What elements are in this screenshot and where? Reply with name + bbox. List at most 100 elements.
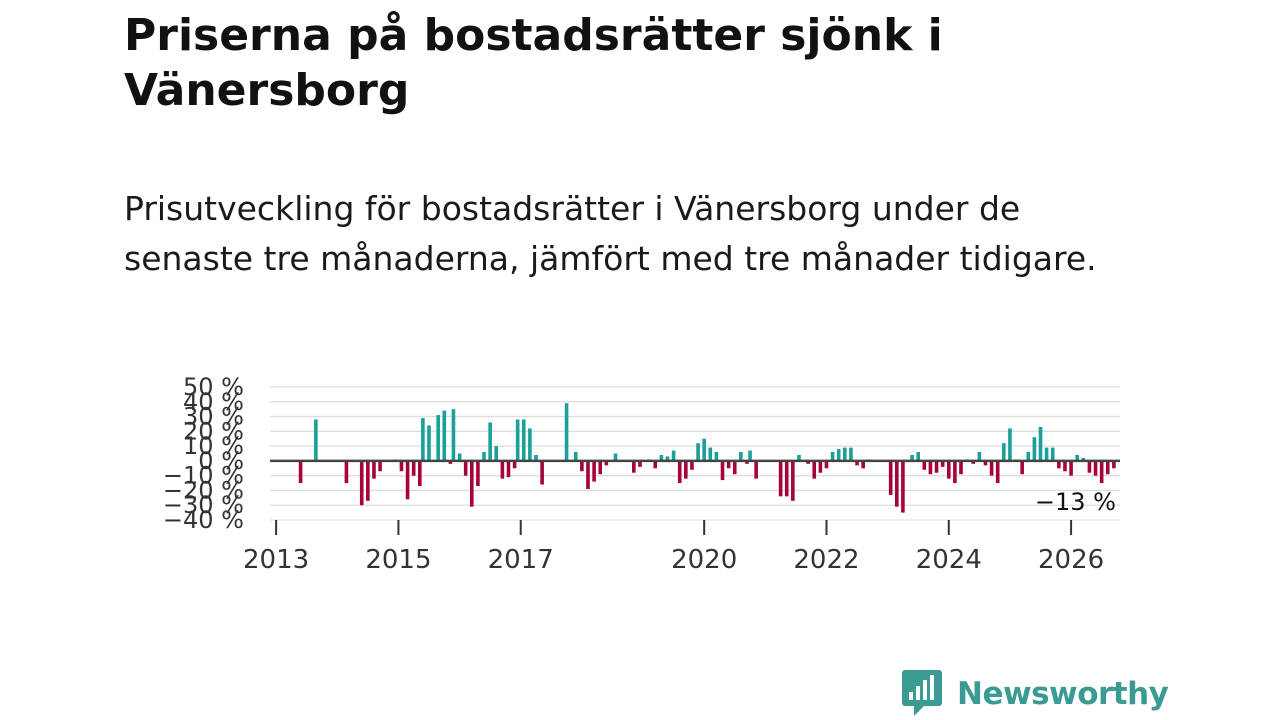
bar	[405, 460, 410, 500]
x-tick-label: 2020	[671, 545, 737, 575]
bar	[946, 460, 951, 479]
bar	[1026, 452, 1031, 461]
newsworthy-logo: Newsworthy	[902, 670, 1169, 718]
bar	[684, 460, 688, 479]
bar	[1087, 460, 1092, 473]
bar	[344, 460, 349, 484]
bar	[953, 460, 957, 484]
bar	[604, 460, 609, 466]
bar	[436, 415, 440, 461]
bar	[659, 454, 664, 461]
bar	[580, 460, 584, 472]
bar	[940, 460, 945, 467]
bar	[824, 460, 829, 469]
bar	[1032, 437, 1037, 461]
bar	[1069, 460, 1073, 476]
y-tick-label: 40 %	[183, 388, 244, 416]
bar	[298, 460, 303, 484]
bar	[482, 452, 486, 461]
bar	[448, 460, 453, 464]
bar	[894, 460, 899, 507]
bar	[922, 460, 927, 470]
bar	[378, 460, 382, 472]
bar	[469, 460, 474, 507]
bar	[696, 443, 700, 461]
bar	[1008, 428, 1012, 461]
bar	[702, 438, 706, 461]
bar	[463, 460, 468, 476]
y-tick-label: −30 %	[163, 491, 244, 519]
bar	[314, 419, 318, 461]
bar	[632, 460, 636, 473]
bar	[1057, 460, 1061, 469]
y-tick-label: 30 %	[183, 403, 244, 431]
bar	[901, 460, 905, 513]
bar	[843, 447, 847, 461]
bar	[500, 460, 505, 479]
bar	[708, 447, 713, 461]
bar	[916, 452, 921, 461]
bar	[494, 446, 499, 461]
bar	[598, 460, 603, 475]
bar	[418, 460, 422, 487]
bar	[836, 449, 841, 461]
bar	[797, 454, 801, 461]
bar	[421, 418, 425, 461]
bar	[983, 460, 988, 466]
bar	[1020, 460, 1024, 475]
bar	[971, 460, 976, 464]
x-tick-label: 2022	[793, 545, 859, 575]
bar	[1081, 457, 1086, 461]
bar	[806, 460, 810, 464]
latest-value-annotation: −13 %	[1035, 488, 1116, 516]
bar	[1105, 460, 1110, 475]
bar	[910, 454, 914, 461]
bar	[714, 452, 719, 461]
bar	[1050, 447, 1055, 461]
bar	[653, 460, 658, 469]
bar	[849, 447, 853, 461]
bar	[671, 450, 676, 461]
bar	[476, 460, 480, 487]
bar	[739, 452, 743, 461]
bar	[521, 419, 526, 461]
x-tick-label: 2013	[243, 545, 309, 575]
y-tick-label: −10 %	[163, 462, 244, 490]
bar	[411, 460, 416, 476]
bar	[888, 460, 893, 495]
y-tick-label: 10 %	[183, 432, 244, 460]
bar	[861, 460, 865, 469]
bar	[1099, 460, 1104, 484]
bar	[638, 460, 642, 467]
bar	[778, 460, 783, 497]
bar	[1063, 460, 1067, 472]
brand-name: Newsworthy	[957, 676, 1169, 712]
bar	[515, 419, 520, 461]
bar	[427, 425, 431, 461]
y-tick-label: 50 %	[183, 373, 244, 401]
bar	[451, 409, 456, 461]
bar	[748, 450, 752, 461]
bar	[959, 460, 963, 475]
y-tick-label: −20 %	[163, 476, 244, 504]
bar	[977, 452, 982, 461]
bar	[512, 460, 517, 469]
x-tick-label: 2017	[488, 545, 554, 575]
bar	[1075, 454, 1079, 461]
bar	[690, 460, 694, 470]
bar	[372, 460, 376, 479]
bar	[442, 410, 447, 461]
x-tick-label: 2024	[916, 545, 982, 575]
bar	[528, 428, 532, 461]
bar	[995, 460, 1000, 484]
y-tick-label: −40 %	[163, 506, 244, 534]
bar	[366, 460, 370, 501]
bar	[359, 460, 364, 506]
bar	[540, 460, 544, 485]
bar	[818, 460, 823, 473]
chart-subtitle: Prisutveckling för bostadsrätter i Väner…	[124, 189, 1097, 278]
bar	[1112, 460, 1116, 469]
bar	[791, 460, 795, 501]
bar	[726, 460, 731, 469]
bar	[665, 456, 670, 461]
